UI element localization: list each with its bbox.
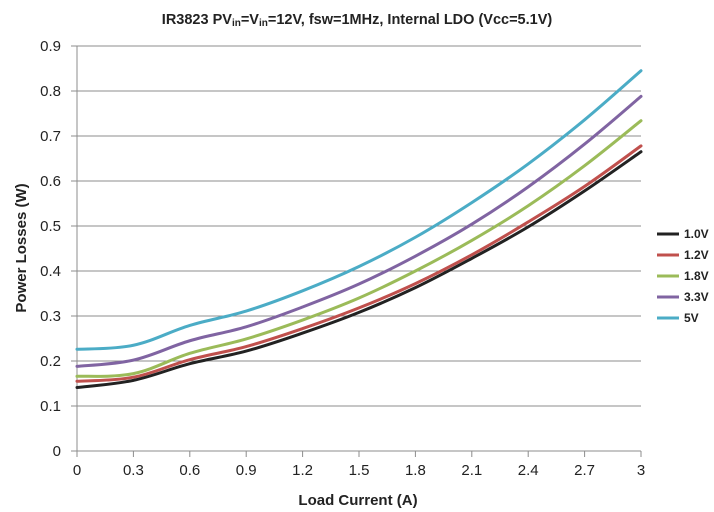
- title-part-suffix: =12V, fsw=1MHz, Internal LDO (Vcc=5.1V): [268, 12, 553, 28]
- series-line-1-0v: [75, 150, 643, 390]
- axes: [71, 45, 642, 457]
- x-tick-label: 3: [637, 462, 645, 479]
- title-part-sub1: in: [232, 18, 241, 29]
- series-lines: [75, 69, 643, 390]
- y-tick-label: 0: [53, 443, 61, 460]
- x-tick-label: 2.1: [461, 462, 482, 479]
- x-tick-label: 1.5: [349, 462, 370, 479]
- y-tick-label: 0.4: [40, 263, 61, 280]
- series-line-3-3v: [75, 94, 643, 368]
- y-tick-label: 0.5: [40, 218, 61, 235]
- legend-label-5v: 5V: [684, 311, 699, 325]
- title-part-prefix: IR3823 PV: [162, 12, 232, 28]
- y-tick-label: 0.2: [40, 353, 61, 370]
- x-tick-label: 0: [73, 462, 81, 479]
- x-tick-label: 0.6: [179, 462, 200, 479]
- y-axis-title: Power Losses (W): [13, 183, 30, 312]
- y-tick-label: 0.8: [40, 83, 61, 100]
- legend-label-3-3v: 3.3V: [684, 290, 709, 304]
- x-tick-label: 0.3: [123, 462, 144, 479]
- legend-label-1-2v: 1.2V: [684, 248, 709, 262]
- x-tick-label: 0.9: [236, 462, 257, 479]
- title-part-sub2: in: [259, 18, 268, 29]
- x-axis-title: Load Current (A): [298, 492, 417, 509]
- y-tick-label: 0.1: [40, 398, 61, 415]
- x-tick-label: 2.7: [574, 462, 595, 479]
- x-tick-label: 1.2: [292, 462, 313, 479]
- title-part-mid: =V: [241, 12, 259, 28]
- legend-label-1-8v: 1.8V: [684, 269, 709, 283]
- series-line-1-2v: [75, 144, 643, 383]
- series-line-5v: [75, 69, 643, 351]
- y-tick-label: 0.3: [40, 308, 61, 325]
- series-line-1-8v: [75, 119, 643, 378]
- x-tick-label: 2.4: [518, 462, 539, 479]
- x-tick-label: 1.8: [405, 462, 426, 479]
- legend-label-1-0v: 1.0V: [684, 227, 709, 241]
- chart-title: IR3823 PVin=Vin=12V, fsw=1MHz, Internal …: [162, 12, 553, 29]
- tick-labels: 0 0.1 0.2 0.3 0.4 0.5 0.6 0.7 0.8 0.9 0 0.3 0.6 0.9 1.…: [40, 38, 645, 479]
- y-tick-label: 0.6: [40, 173, 61, 190]
- y-tick-label: 0.9: [40, 38, 61, 55]
- legend: 1.0V 1.2V 1.8V 3.3V 5V: [657, 227, 709, 325]
- y-tick-label: 0.7: [40, 128, 61, 145]
